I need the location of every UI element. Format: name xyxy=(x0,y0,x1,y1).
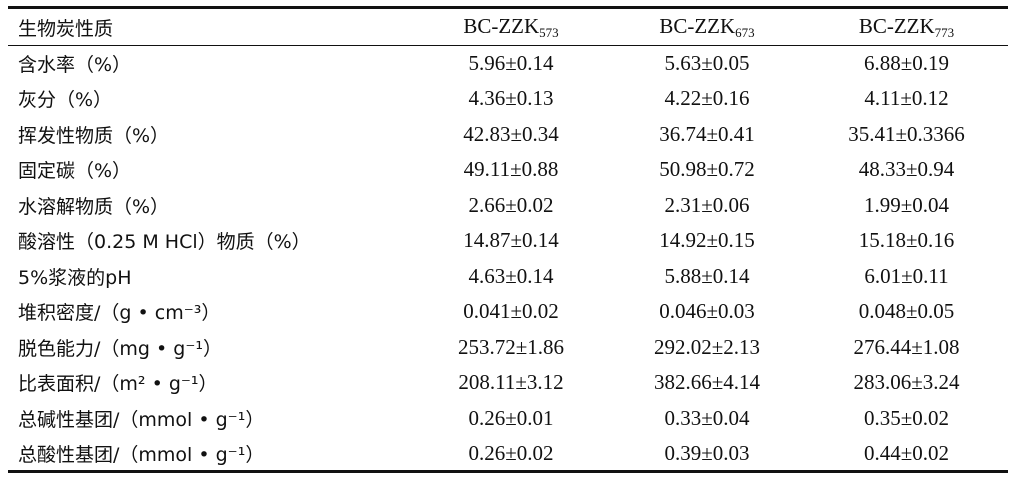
cell-value: 0.44±0.02 xyxy=(805,436,1008,473)
cell-value: 42.83±0.34 xyxy=(463,121,559,146)
cell-value: 6.88±0.19 xyxy=(863,51,950,75)
cell-value: 4.63±0.14 xyxy=(468,263,554,288)
table-row: 总酸性基团/（mmol • g⁻¹） 0.26±0.02 0.39±0.03 0… xyxy=(8,436,1008,473)
row-label: 酸溶性（0.25 M HCl）物质（%） xyxy=(18,231,311,254)
row-label: 水溶解物质（%） xyxy=(18,195,170,218)
header-bc-zzk-773: BC-ZZK773 xyxy=(805,6,1008,46)
header-subscript: 773 xyxy=(934,24,955,40)
cell-value: 35.41±0.3366 xyxy=(848,121,965,146)
header-base: BC-ZZK xyxy=(659,13,736,38)
header-property-label: 生物炭性质 xyxy=(8,6,413,46)
cell-value: 5.96±0.14 xyxy=(468,51,554,75)
biochar-properties-table: 生物炭性质 BC-ZZK573 BC-ZZK673 BC-ZZK773 含水率（… xyxy=(8,6,1008,473)
table-header-row: 生物炭性质 BC-ZZK573 BC-ZZK673 BC-ZZK773 xyxy=(8,6,1008,46)
cell-value: 0.048±0.05 xyxy=(858,299,955,324)
cell-value: 253.72±1.86 xyxy=(457,334,565,359)
table-row: 水溶解物质（%） 2.66±0.02 2.31±0.06 1.99±0.04 xyxy=(8,188,1008,224)
header-subscript: 673 xyxy=(735,24,755,40)
cell-value: 2.31±0.06 xyxy=(664,192,750,217)
header-bc-zzk-573: BC-ZZK573 xyxy=(413,6,609,46)
table-row: 酸溶性（0.25 M HCl）物质（%） 14.87±0.14 14.92±0.… xyxy=(8,223,1008,259)
table-row: 灰分（%） 4.36±0.13 4.22±0.16 4.11±0.12 xyxy=(8,81,1008,117)
table-row: 含水率（%） 5.96±0.14 5.63±0.05 6.88±0.19 xyxy=(8,46,1008,82)
cell-value: 0.26±0.02 xyxy=(413,436,609,473)
cell-value: 283.06±3.24 xyxy=(853,370,960,395)
cell-value: 6.01±0.11 xyxy=(864,263,949,288)
cell-value: 4.36±0.13 xyxy=(468,86,554,111)
header-base: BC-ZZK xyxy=(858,13,935,38)
row-label: 灰分（%） xyxy=(18,89,113,112)
cell-value: 4.22±0.16 xyxy=(664,86,750,111)
cell-value: 0.35±0.02 xyxy=(863,405,950,430)
cell-value: 276.44±1.08 xyxy=(853,334,960,359)
cell-value: 15.18±0.16 xyxy=(858,228,955,253)
cell-value: 208.11±3.12 xyxy=(458,370,564,395)
row-label: 堆积密度/（g • cm⁻³） xyxy=(18,302,221,325)
cell-value: 5.88±0.14 xyxy=(664,263,750,288)
header-bc-zzk-673: BC-ZZK673 xyxy=(609,6,805,46)
table-row: 堆积密度/（g • cm⁻³） 0.041±0.02 0.046±0.03 0.… xyxy=(8,294,1008,330)
table-row: 脱色能力/（mg • g⁻¹） 253.72±1.86 292.02±2.13 … xyxy=(8,330,1008,366)
header-subscript: 573 xyxy=(539,24,559,40)
table-row: 固定碳（%） 49.11±0.88 50.98±0.72 48.33±0.94 xyxy=(8,152,1008,188)
cell-value: 382.66±4.14 xyxy=(653,370,761,395)
cell-value: 50.98±0.72 xyxy=(659,157,755,182)
cell-value: 14.92±0.15 xyxy=(659,228,755,253)
row-label: 含水率（%） xyxy=(18,54,132,76)
cell-value: 4.11±0.12 xyxy=(864,86,949,111)
cell-value: 36.74±0.41 xyxy=(659,121,755,146)
row-label: 5%浆液的pH xyxy=(18,266,132,289)
row-label: 总酸性基团/（mmol • g⁻¹） xyxy=(8,436,413,473)
cell-value: 49.11±0.88 xyxy=(463,157,559,182)
cell-value: 0.041±0.02 xyxy=(463,299,559,324)
cell-value: 0.26±0.01 xyxy=(468,405,554,430)
cell-value: 0.39±0.03 xyxy=(609,436,805,473)
row-label: 固定碳（%） xyxy=(18,160,132,183)
table-row: 总碱性基团/（mmol • g⁻¹） 0.26±0.01 0.33±0.04 0… xyxy=(8,401,1008,437)
cell-value: 292.02±2.13 xyxy=(653,334,761,359)
cell-value: 2.66±0.02 xyxy=(468,192,554,217)
row-label: 比表面积/（m² • g⁻¹） xyxy=(18,373,218,396)
header-base: BC-ZZK xyxy=(463,13,540,38)
cell-value: 14.87±0.14 xyxy=(463,228,559,253)
cell-value: 0.046±0.03 xyxy=(659,299,755,324)
cell-value: 0.33±0.04 xyxy=(664,405,750,430)
table-row: 挥发性物质（%） 42.83±0.34 36.74±0.41 35.41±0.3… xyxy=(8,117,1008,153)
cell-value: 48.33±0.94 xyxy=(858,157,955,182)
cell-value: 1.99±0.04 xyxy=(863,192,950,217)
row-label: 挥发性物质（%） xyxy=(18,124,170,147)
table-row: 比表面积/（m² • g⁻¹） 208.11±3.12 382.66±4.14 … xyxy=(8,365,1008,401)
row-label: 脱色能力/（mg • g⁻¹） xyxy=(18,337,222,360)
table-row: 5%浆液的pH 4.63±0.14 5.88±0.14 6.01±0.11 xyxy=(8,259,1008,295)
cell-value: 5.63±0.05 xyxy=(664,51,750,75)
row-label: 总碱性基团/（mmol • g⁻¹） xyxy=(18,408,265,431)
